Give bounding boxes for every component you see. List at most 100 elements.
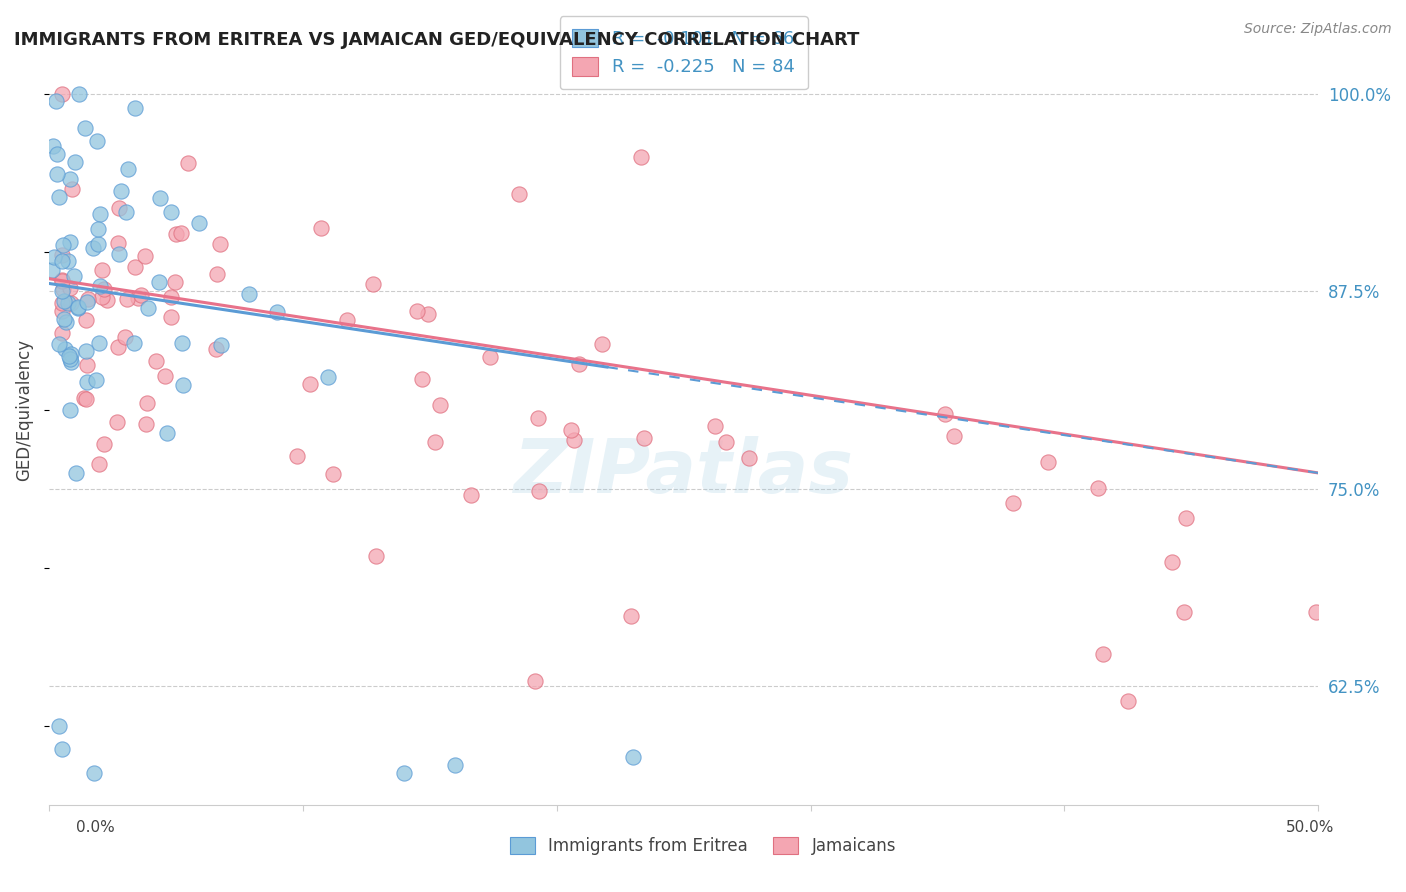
Point	[75, 392, 97, 406]
Point	[73, 120, 96, 135]
Point	[51, 87, 73, 101]
Point	[145, 353, 167, 368]
Point	[51, 248, 73, 262]
Point	[1001, 496, 1024, 510]
Legend: R =  -0.101   N = 66, R =  -0.225   N = 84: R = -0.101 N = 66, R = -0.225 N = 84	[560, 16, 807, 89]
Point	[1173, 606, 1195, 620]
Point	[59, 355, 82, 369]
Point	[52, 294, 75, 309]
Point	[59, 351, 82, 366]
Point	[411, 372, 433, 386]
Point	[361, 277, 384, 291]
Point	[562, 434, 585, 448]
Point	[170, 335, 193, 350]
Point	[63, 154, 86, 169]
Point	[52, 312, 75, 326]
Point	[114, 330, 136, 344]
Point	[394, 766, 416, 780]
Point	[41, 139, 63, 153]
Point	[429, 398, 451, 412]
Point	[51, 304, 73, 318]
Point	[209, 237, 232, 252]
Point	[41, 263, 63, 277]
Point	[56, 296, 79, 310]
Point	[60, 181, 83, 195]
Point	[51, 253, 73, 268]
Point	[59, 235, 82, 249]
Legend: Immigrants from Eritrea, Jamaicans: Immigrants from Eritrea, Jamaicans	[503, 830, 903, 862]
Point	[124, 101, 146, 115]
Point	[124, 260, 146, 275]
Point	[87, 335, 110, 350]
Point	[53, 342, 76, 356]
Point	[620, 609, 643, 624]
Point	[87, 222, 110, 236]
Point	[59, 171, 82, 186]
Point	[76, 294, 98, 309]
Point	[703, 419, 725, 434]
Point	[87, 237, 110, 252]
Point	[83, 766, 105, 780]
Point	[86, 134, 108, 148]
Point	[560, 423, 582, 437]
Point	[934, 407, 956, 421]
Point	[1036, 455, 1059, 469]
Point	[45, 167, 67, 181]
Point	[91, 290, 114, 304]
Point	[204, 342, 226, 356]
Y-axis label: GED/Equivalency: GED/Equivalency	[15, 339, 32, 481]
Point	[423, 434, 446, 449]
Point	[59, 347, 82, 361]
Point	[63, 268, 86, 283]
Point	[108, 247, 131, 261]
Point	[298, 377, 321, 392]
Point	[75, 313, 97, 327]
Point	[153, 369, 176, 384]
Point	[135, 417, 157, 431]
Point	[42, 250, 65, 264]
Point	[51, 273, 73, 287]
Point	[51, 326, 73, 341]
Point	[58, 349, 80, 363]
Point	[65, 466, 87, 480]
Point	[1305, 606, 1327, 620]
Point	[122, 335, 145, 350]
Point	[51, 296, 73, 310]
Point	[76, 292, 98, 306]
Point	[460, 488, 482, 502]
Point	[114, 204, 136, 219]
Point	[942, 429, 965, 443]
Point	[166, 227, 188, 241]
Point	[90, 263, 112, 277]
Point	[59, 403, 82, 417]
Point	[630, 150, 652, 164]
Point	[149, 191, 172, 205]
Point	[322, 467, 344, 481]
Point	[48, 190, 70, 204]
Point	[568, 357, 591, 371]
Text: 50.0%: 50.0%	[1286, 821, 1334, 835]
Point	[416, 307, 439, 321]
Point	[169, 226, 191, 240]
Point	[134, 249, 156, 263]
Point	[107, 201, 129, 215]
Point	[738, 451, 761, 466]
Point	[76, 358, 98, 372]
Point	[105, 415, 128, 429]
Point	[107, 340, 129, 354]
Point	[160, 310, 183, 324]
Point	[76, 375, 98, 389]
Point	[93, 282, 115, 296]
Point	[66, 300, 89, 314]
Point	[479, 350, 502, 364]
Point	[48, 337, 70, 351]
Point	[591, 336, 613, 351]
Point	[129, 287, 152, 301]
Point	[75, 344, 97, 359]
Point	[51, 284, 73, 298]
Point	[1092, 647, 1115, 661]
Point	[238, 286, 260, 301]
Point	[51, 274, 73, 288]
Point	[127, 292, 149, 306]
Point	[160, 205, 183, 219]
